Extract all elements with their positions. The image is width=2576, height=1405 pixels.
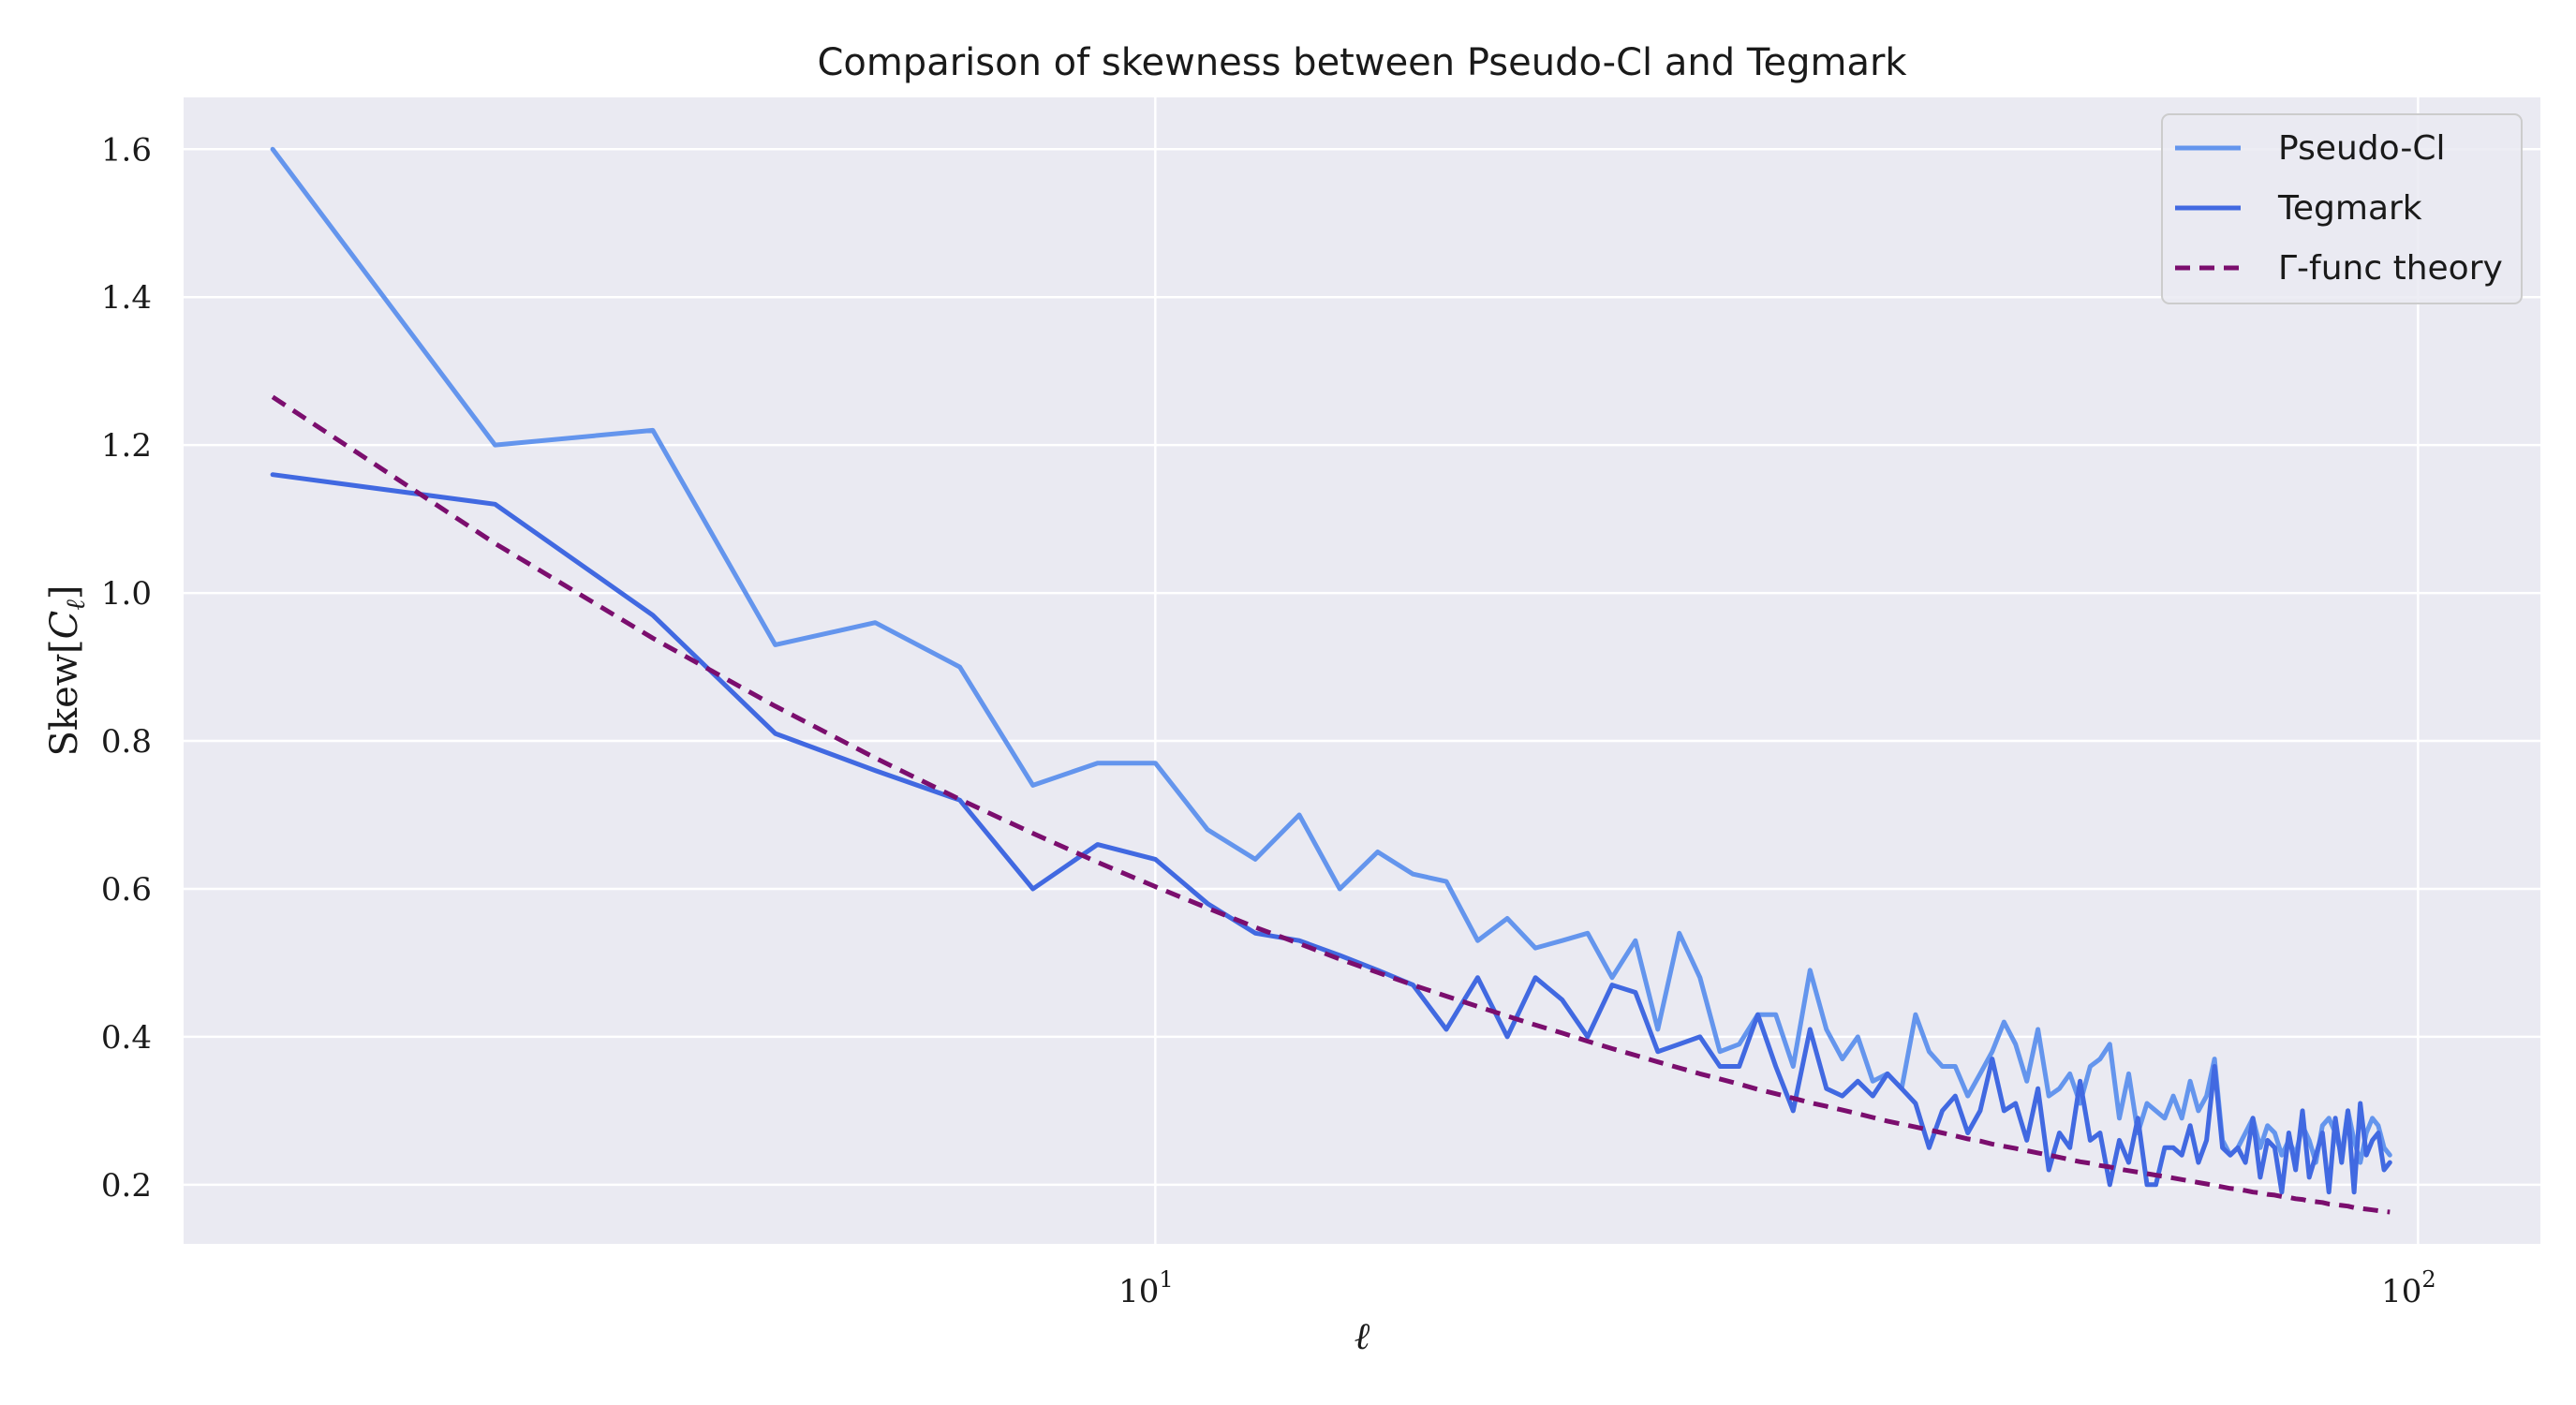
grid (184, 97, 2540, 1244)
legend-label: Γ-func theory (2278, 249, 2503, 288)
x-tick-label: 101 (1118, 1266, 1174, 1310)
x-tick-base: 10 (2381, 1273, 2421, 1310)
legend: Pseudo-Cl Tegmark Γ-func theory (2161, 113, 2523, 304)
series-lines (270, 146, 2392, 1215)
x-tick-exponent: 1 (1159, 1266, 1173, 1293)
legend-box (2161, 113, 2523, 304)
x-axis-label: ℓ (1355, 1315, 1370, 1358)
y-tick-label: 1.0 (101, 575, 152, 613)
x-tick-base: 10 (1118, 1273, 1159, 1310)
y-axis-label: Skew[Cℓ] (43, 584, 91, 756)
legend-label: Pseudo-Cl (2278, 129, 2445, 168)
y-tick-label: 1.2 (101, 427, 152, 465)
y-tick-label: 0.8 (101, 723, 152, 761)
legend-label: Tegmark (2277, 189, 2422, 228)
x-tick-label: 102 (2381, 1266, 2436, 1310)
y-tick-label: 0.2 (101, 1167, 152, 1205)
y-tick-label: 1.4 (101, 279, 152, 317)
y-tick-label: 0.6 (101, 871, 152, 909)
y-tick-label: 1.6 (101, 131, 152, 169)
plot-area (184, 97, 2540, 1244)
x-tick-exponent: 2 (2421, 1266, 2435, 1293)
series-line-tegmark (270, 472, 2392, 1195)
series-line-func-theory (271, 394, 2391, 1215)
chart-title: Comparison of skewness between Pseudo-Cl… (817, 41, 1907, 84)
y-tick-label: 0.4 (101, 1019, 152, 1057)
